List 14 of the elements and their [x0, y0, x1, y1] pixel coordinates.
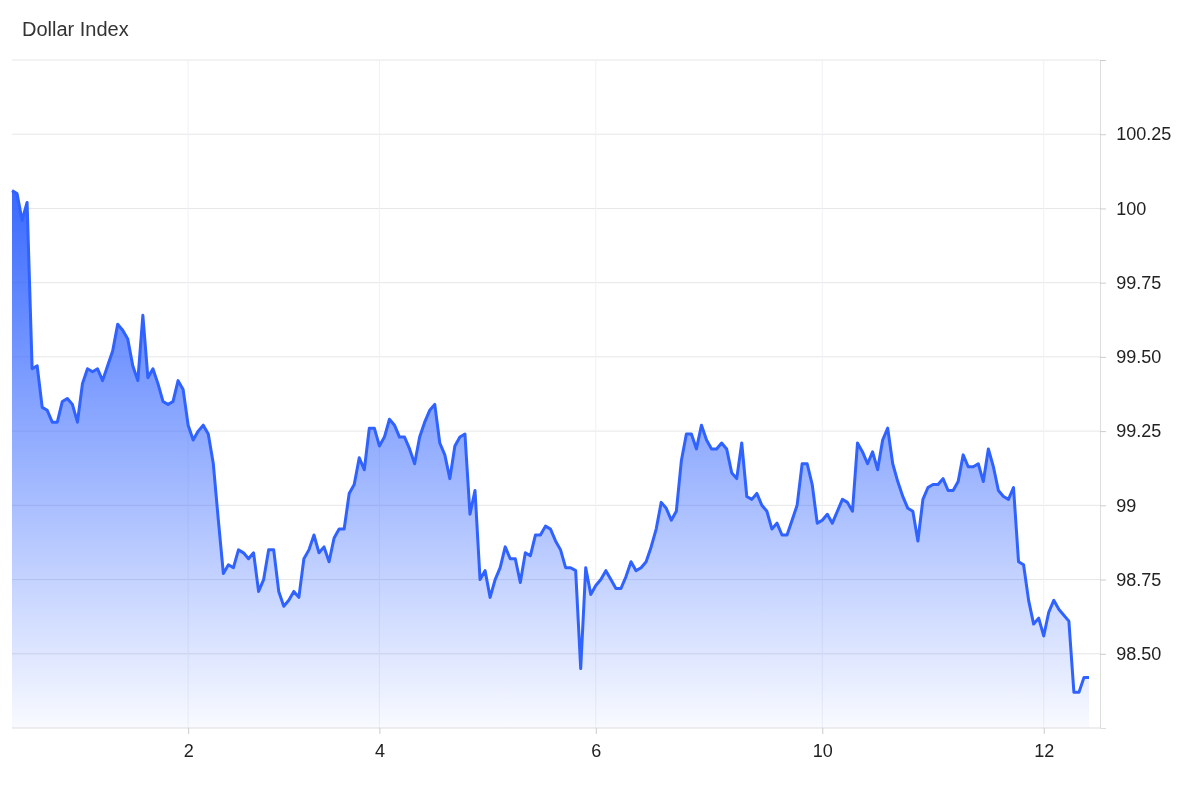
x-tick-label: 12 — [1034, 740, 1055, 761]
x-tick-label: 6 — [591, 740, 602, 761]
y-tick-label: 99.25 — [1116, 421, 1162, 442]
y-tick-label: 98.75 — [1116, 569, 1162, 590]
y-tick-label: 99.50 — [1116, 347, 1162, 368]
y-tick-label: 99.75 — [1116, 272, 1162, 293]
y-tick-label: 100.25 — [1116, 124, 1172, 145]
chart-title: Dollar Index — [22, 18, 129, 40]
x-tick-label: 4 — [374, 740, 385, 761]
y-tick-label: 100 — [1116, 198, 1147, 219]
y-tick-label: 98.50 — [1116, 644, 1162, 665]
y-tick-label: 99 — [1116, 495, 1137, 516]
x-tick-label: 10 — [812, 740, 833, 761]
x-tick-label: 2 — [183, 740, 194, 761]
